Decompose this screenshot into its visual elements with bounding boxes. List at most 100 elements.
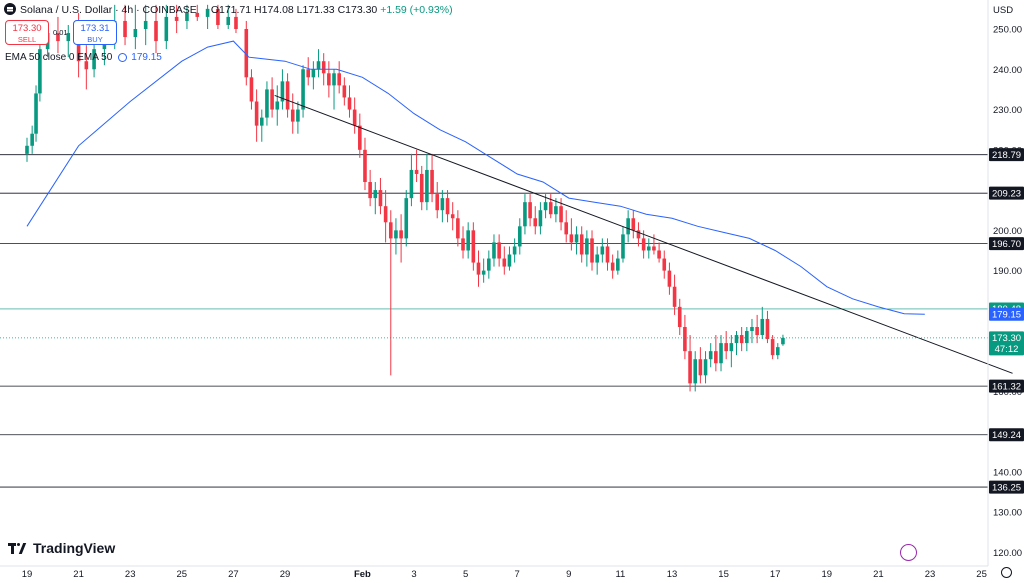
- candle: [440, 190, 445, 223]
- candle-body: [275, 101, 280, 110]
- level-badge-5[interactable]: 149.24: [989, 428, 1024, 442]
- candle-body: [693, 359, 698, 384]
- candle: [739, 326, 744, 352]
- candle-body: [502, 258, 507, 267]
- candle: [750, 318, 754, 344]
- ema-legend[interactable]: EMA 50 close 0 EMA 50 179.15: [5, 52, 162, 63]
- level-badge-2[interactable]: 196.70: [989, 237, 1024, 251]
- ema-price-badge[interactable]: 179.15: [989, 307, 1024, 321]
- candle-body: [703, 359, 708, 376]
- time-tick-label: 23: [125, 569, 136, 580]
- candle-body: [311, 69, 316, 78]
- level-badge-0[interactable]: 218.79: [989, 148, 1024, 162]
- tradingview-logo-icon: [8, 543, 28, 554]
- candle: [517, 218, 522, 255]
- time-tick-label: 21: [873, 569, 884, 580]
- candle-body: [56, 33, 60, 42]
- candle-body: [440, 198, 445, 211]
- candle: [373, 182, 378, 215]
- candle: [332, 69, 336, 110]
- symbol-title[interactable]: Solana / U.S. Dollar · 4h · COINBASE: [20, 4, 197, 16]
- currency-label[interactable]: USD: [993, 5, 1014, 16]
- magic-wand-icon[interactable]: [900, 544, 917, 561]
- ema-price-badge-text: 179.15: [992, 310, 1021, 321]
- candle-body: [316, 61, 321, 70]
- candle: [226, 4, 231, 29]
- candle-body: [724, 343, 728, 352]
- trendline[interactable]: [274, 94, 1013, 374]
- level-badge-4-text: 161.32: [992, 381, 1021, 392]
- ema-legend-value: 179.15: [131, 52, 162, 63]
- candle-body: [265, 89, 269, 118]
- price-tick-label: 130.00: [993, 508, 1022, 519]
- refresh-icon[interactable]: [118, 53, 128, 62]
- candle: [327, 61, 331, 98]
- candle-body: [595, 254, 599, 263]
- candle: [600, 238, 605, 263]
- candle-body: [456, 218, 460, 239]
- candle-body: [636, 230, 641, 239]
- candle-body: [698, 359, 703, 376]
- candle-body: [285, 81, 290, 110]
- candle-body: [301, 69, 305, 110]
- candle: [244, 20, 249, 86]
- candle: [296, 101, 300, 134]
- time-tick-label: 5: [463, 569, 468, 580]
- candle: [30, 125, 34, 154]
- candle-body: [234, 16, 238, 29]
- candle-body: [435, 194, 440, 211]
- ohlc-values: O171.71 H174.08 L171.33 C173.30 +1.59 (+…: [211, 4, 453, 16]
- candle: [352, 97, 357, 134]
- candle-body: [461, 238, 465, 251]
- candle-body: [538, 210, 543, 227]
- tradingview-logo[interactable]: TradingView: [8, 540, 115, 556]
- buy-button[interactable]: 173.31 BUY: [73, 20, 117, 45]
- candle: [512, 238, 517, 263]
- candle-body: [123, 20, 127, 38]
- level-badge-1[interactable]: 209.23: [989, 186, 1024, 200]
- candle: [399, 214, 403, 263]
- candle: [154, 4, 158, 54]
- candle-body: [66, 33, 71, 42]
- candle-body: [195, 12, 200, 17]
- settings-icon[interactable]: [1001, 567, 1012, 578]
- candle: [316, 49, 321, 78]
- candle: [781, 334, 785, 346]
- candle-body: [507, 254, 512, 267]
- candle-body: [626, 218, 630, 235]
- level-badge-6[interactable]: 136.25: [989, 480, 1024, 494]
- candle: [342, 77, 347, 106]
- level-badge-4[interactable]: 161.32: [989, 379, 1024, 393]
- candle: [714, 335, 718, 372]
- time-tick-label: 7: [515, 569, 520, 580]
- candle-body: [332, 73, 336, 86]
- candle: [409, 153, 414, 207]
- price-tick-label: 250.00: [993, 25, 1022, 36]
- candle: [275, 85, 280, 126]
- candle-body: [760, 318, 765, 336]
- candle: [368, 169, 372, 207]
- candle: [378, 177, 383, 215]
- sell-button[interactable]: 173.30 SELL: [5, 20, 49, 45]
- candle-body: [528, 202, 532, 219]
- time-tick-label: 19: [22, 569, 33, 580]
- candle: [564, 210, 569, 243]
- candle-body: [30, 133, 34, 146]
- candle-body: [154, 20, 158, 42]
- candle-body: [750, 326, 754, 332]
- candle-body: [358, 125, 362, 150]
- candle-body: [409, 169, 414, 199]
- candle-body: [719, 343, 723, 364]
- candle: [765, 310, 770, 344]
- candle: [234, 8, 238, 34]
- candle: [677, 298, 682, 336]
- candle-body: [399, 230, 403, 239]
- time-tick-label: 3: [411, 569, 416, 580]
- candle: [456, 210, 460, 247]
- candle: [683, 314, 687, 360]
- candle-body: [347, 97, 352, 110]
- candle-body: [244, 29, 249, 78]
- candle: [775, 343, 780, 360]
